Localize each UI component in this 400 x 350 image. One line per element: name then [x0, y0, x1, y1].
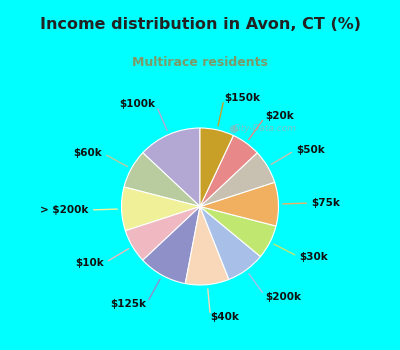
Wedge shape — [200, 182, 278, 226]
Wedge shape — [143, 128, 200, 206]
Text: Income distribution in Avon, CT (%): Income distribution in Avon, CT (%) — [40, 17, 360, 32]
Text: $200k: $200k — [266, 292, 302, 302]
Wedge shape — [200, 206, 276, 257]
Wedge shape — [200, 128, 234, 206]
Text: City-Data.com: City-Data.com — [233, 124, 297, 133]
Wedge shape — [200, 206, 260, 279]
Wedge shape — [200, 153, 275, 206]
Text: Multirace residents: Multirace residents — [132, 56, 268, 69]
Wedge shape — [200, 135, 257, 206]
Text: $75k: $75k — [311, 198, 340, 208]
Text: $50k: $50k — [296, 145, 325, 155]
Text: $60k: $60k — [74, 148, 102, 158]
Text: $30k: $30k — [299, 252, 328, 262]
Text: $150k: $150k — [224, 93, 260, 103]
Wedge shape — [125, 206, 200, 260]
Text: $125k: $125k — [110, 299, 146, 309]
Text: > $200k: > $200k — [40, 205, 89, 215]
Text: ●: ● — [229, 124, 238, 134]
Text: $10k: $10k — [75, 258, 104, 268]
Wedge shape — [143, 206, 200, 284]
Text: $20k: $20k — [266, 111, 294, 121]
Text: $100k: $100k — [120, 99, 156, 109]
Wedge shape — [122, 187, 200, 231]
Wedge shape — [185, 206, 229, 285]
Text: $40k: $40k — [210, 313, 239, 322]
Wedge shape — [124, 153, 200, 206]
